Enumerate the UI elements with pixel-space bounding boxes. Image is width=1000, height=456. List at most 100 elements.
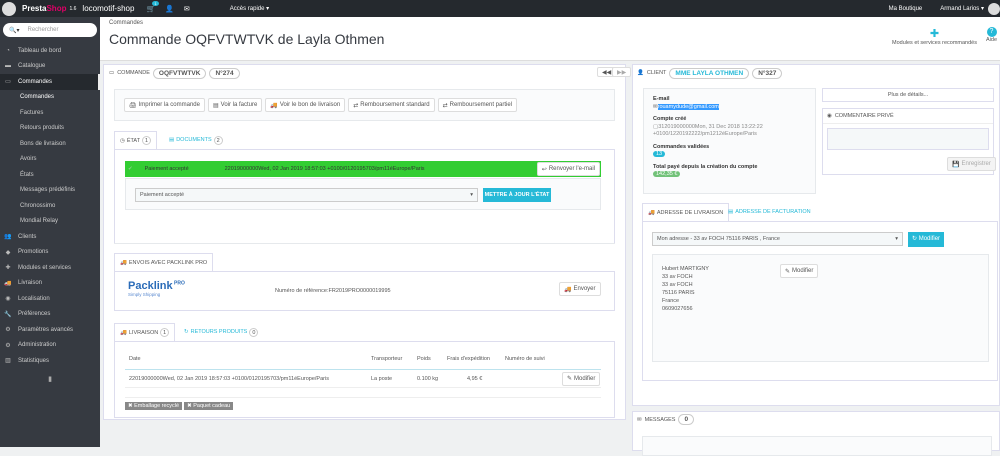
order-action-button[interactable]: ⇄ Remboursement partiel bbox=[437, 98, 518, 112]
breadcrumb[interactable]: Commandes bbox=[109, 20, 144, 26]
order-header: ▭ COMMANDE OQFVTWTVK N°274 bbox=[109, 67, 240, 79]
order-panel: ▭ COMMANDE OQFVTWTVK N°274 ◀◀ ▶▶ 🖨 Imprime… bbox=[103, 64, 632, 420]
sidebar-item-catalogue[interactable]: ▬ Catalogue bbox=[5, 63, 46, 70]
search-icon[interactable]: 🔍▾ bbox=[9, 27, 20, 34]
dashboard-icon: ◔ bbox=[6, 47, 10, 54]
cart-icon[interactable]: 🛒 1 bbox=[146, 0, 159, 13]
messages-panel: ✉ MESSAGES 0 bbox=[632, 411, 1000, 456]
tab-delivery-address[interactable]: 🚚 ADRESSE DE LIVRAISON bbox=[642, 203, 730, 221]
help-button[interactable]: ? Aide bbox=[986, 27, 998, 43]
sidebar-subitem[interactable]: Messages prédéfinis bbox=[20, 187, 76, 194]
user-menu[interactable]: Armand Larios ▾ bbox=[940, 6, 984, 12]
sidebar-item-statistiques[interactable]: ▥ Statistiques bbox=[5, 357, 50, 365]
users-icon: 👥 bbox=[4, 234, 12, 241]
sidebar-subitem[interactable]: Mondial Relay bbox=[20, 218, 59, 225]
sidebar-item-promotions[interactable]: ◆ Promotions bbox=[5, 249, 49, 256]
sidebar-item-administration[interactable]: ⚙ Administration bbox=[5, 342, 57, 349]
sidebar-item-commandes[interactable]: ▭ Commandes bbox=[0, 74, 100, 90]
chart-icon: ▥ bbox=[5, 358, 11, 365]
order-reference: OQFVTWTVK bbox=[152, 67, 207, 79]
customer-header: 👤 CLIENT MME LAYLA OTHMEN N°327 bbox=[637, 67, 783, 79]
avatar[interactable] bbox=[988, 2, 1000, 15]
tab-packlink[interactable]: 🚚 ENVOIS AVEC PACKLINK PRO bbox=[114, 253, 214, 271]
save-comment-button[interactable]: 💾 Enregistrer bbox=[947, 157, 996, 171]
action-icon: ▤ bbox=[212, 102, 219, 109]
puzzle-icon: ✚ bbox=[929, 28, 940, 40]
tab-invoice-address[interactable]: ▤ ADRESSE DE FACTURATION bbox=[728, 209, 811, 215]
sidebar-subitem[interactable]: États bbox=[20, 171, 34, 178]
more-details-button[interactable]: Plus de détails... bbox=[822, 88, 994, 102]
send-button[interactable]: 🚚 Envoyer bbox=[559, 282, 601, 296]
edit-shipping-button[interactable]: ✎ Modifier bbox=[562, 372, 601, 386]
private-comment-textarea[interactable] bbox=[827, 128, 989, 150]
modify-address-button[interactable]: ↻ Modifier bbox=[908, 232, 945, 247]
address-line: Hubert MARTIGNY bbox=[662, 266, 709, 272]
sidebar-item-clients[interactable]: 👥 Clients bbox=[4, 233, 37, 241]
sidebar-subitem[interactable]: Retours produits bbox=[20, 125, 65, 132]
address-line: 33 av FOCH bbox=[662, 282, 693, 288]
modules-button[interactable]: ✚ Modules et services recommandés bbox=[887, 27, 982, 46]
sidebar-subitem[interactable]: Chronossimo bbox=[20, 202, 56, 209]
next-order-button[interactable]: ▶▶ bbox=[612, 67, 632, 77]
tag-icon: ◆ bbox=[5, 249, 11, 256]
help-icon: ? bbox=[986, 27, 997, 37]
tab-shipping[interactable]: 🚚 LIVRAISON 1 bbox=[114, 323, 176, 341]
sidebar-item-livraison[interactable]: 🚚 Livraison bbox=[4, 280, 43, 287]
truck-icon: 🚚 bbox=[564, 286, 572, 293]
pencil-icon: ✎ bbox=[567, 376, 573, 382]
private-comment-panel: ◉ COMMENTAIRE PRIVÉ 💾 Enregistrer bbox=[822, 108, 996, 175]
order-action-button[interactable]: ⇄ Remboursement standard bbox=[348, 98, 435, 112]
my-shop-link[interactable]: Ma Boutique bbox=[888, 5, 923, 12]
tab-returns[interactable]: ↻ RETOURS PRODUITS 0 bbox=[179, 323, 263, 341]
envelope-icon: ✉ bbox=[653, 103, 658, 110]
sidebar-subitem[interactable]: Bons de livraison bbox=[20, 140, 66, 147]
sidebar-item-param-tres-avanc-s[interactable]: ⚙ Paramètres avancés bbox=[5, 326, 74, 334]
collapse-icon[interactable]: ▮ bbox=[48, 375, 52, 383]
truck-icon: 🚚 bbox=[120, 329, 127, 336]
version: 1.6 bbox=[69, 5, 77, 12]
sidebar-item-modules-et-services[interactable]: ✚ Modules et services bbox=[5, 264, 72, 272]
edit-address-button[interactable]: ✎ Modifier bbox=[780, 264, 819, 278]
address-line: 75116 PARIS bbox=[662, 290, 695, 296]
book-icon: ▬ bbox=[5, 63, 11, 70]
sidebar: 🔍▾ Rechercher ◔ Tableau de bord ▬ Catalogue ▭… bbox=[0, 17, 100, 447]
mail-icon[interactable]: ✉ bbox=[183, 5, 190, 13]
address-select[interactable]: Mon adresse - 33 av FOCH 75116 PARIS , F… bbox=[652, 232, 903, 246]
sidebar-subitem[interactable]: Factures bbox=[20, 109, 44, 116]
email-link[interactable]: ✉rouamydude@gmail.com bbox=[653, 103, 719, 110]
reply-icon: ↩ bbox=[541, 166, 547, 173]
prestashop-logo[interactable] bbox=[2, 1, 16, 16]
tab-documents[interactable]: ▤ DOCUMENTS 2 bbox=[164, 131, 228, 149]
order-action-button[interactable]: 🖨 Imprimer la commande bbox=[124, 98, 205, 112]
address-line: France bbox=[662, 298, 680, 304]
update-state-button[interactable]: METTRE À JOUR L'ÉTAT bbox=[483, 188, 551, 202]
cogs-icon: ⚙ bbox=[5, 327, 11, 334]
action-icon: 🚚 bbox=[270, 102, 278, 109]
resend-email-button[interactable]: ↩ Renvoyer l'e-mail bbox=[536, 162, 600, 176]
envelope-icon: ✉ bbox=[637, 416, 642, 423]
sidebar-item-tableau-de-bord[interactable]: ◔ Tableau de bord bbox=[0, 43, 100, 59]
user-icon[interactable]: 👤 bbox=[165, 5, 174, 13]
quick-access-menu[interactable]: Accès rapide ▾ bbox=[229, 6, 270, 12]
action-icon: ⇄ bbox=[353, 102, 359, 109]
order-action-button[interactable]: 🚚 Voir le bon de livraison bbox=[265, 98, 346, 112]
customer-panel: 👤 CLIENT MME LAYLA OTHMEN N°327 E-mail ✉r… bbox=[632, 64, 1000, 406]
tab-state[interactable]: ◷ ÉTAT 1 bbox=[114, 131, 158, 149]
wrench-icon: 🔧 bbox=[4, 311, 12, 318]
customer-number: N°327 bbox=[752, 67, 783, 79]
order-action-button[interactable]: ▤ Voir la facture bbox=[207, 98, 263, 112]
state-select[interactable]: Paiement accepté ▾ bbox=[135, 188, 478, 202]
top-bar: PrestaShop 1.6 locomotif-shop 🛒 1 👤 ✉ Acc… bbox=[0, 0, 1000, 17]
search-input[interactable]: 🔍▾ Rechercher bbox=[3, 23, 97, 37]
sidebar-item-pr-f-rences[interactable]: 🔧 Préférences bbox=[4, 311, 51, 318]
customer-name-link[interactable]: MME LAYLA OTHMEN bbox=[669, 67, 750, 79]
shop-name[interactable]: locomotif-shop bbox=[82, 4, 135, 13]
save-icon: 💾 bbox=[952, 161, 960, 168]
puzzle-icon: ✚ bbox=[5, 265, 11, 272]
orders-count-badge: 13 bbox=[653, 151, 666, 157]
sidebar-item-localisation[interactable]: ◉ Localisation bbox=[5, 295, 50, 303]
page-header: Commandes Commande OQFVTWTVK de Layla Ot… bbox=[100, 17, 1000, 61]
sidebar-subitem[interactable]: Commandes bbox=[20, 94, 55, 101]
sidebar-subitem[interactable]: Avoirs bbox=[20, 156, 37, 163]
status-row: ✔ Paiement accepté 22019000000Wed, 02 Ja… bbox=[125, 161, 601, 177]
